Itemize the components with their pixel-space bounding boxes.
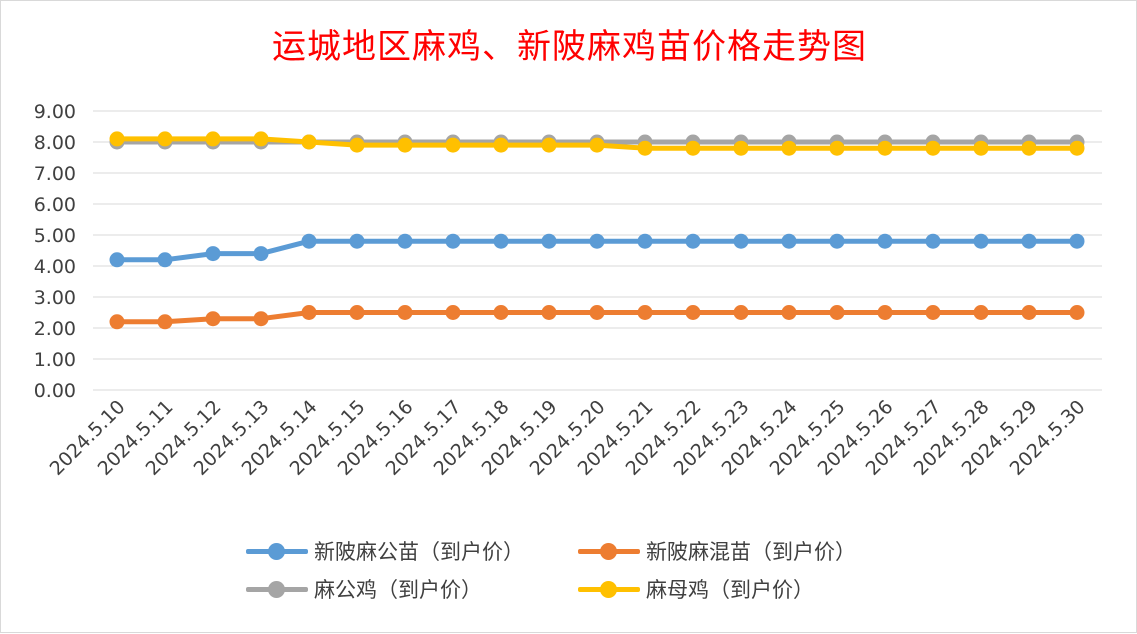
data-point	[445, 233, 461, 249]
data-point	[637, 140, 653, 156]
data-point	[1021, 305, 1037, 320]
data-point	[877, 140, 893, 156]
series-lines	[109, 131, 1085, 330]
data-point	[1021, 140, 1037, 156]
data-point	[1021, 233, 1037, 249]
data-point	[493, 305, 509, 320]
data-point	[493, 233, 509, 249]
data-point	[781, 233, 797, 249]
y-tick-label: 7.00	[34, 163, 76, 185]
data-point	[781, 140, 797, 156]
y-tick-label: 8.00	[34, 132, 76, 154]
legend-label-series-0: 新陂麻公苗（到户价）	[314, 540, 524, 564]
data-point	[349, 305, 365, 320]
data-point	[445, 305, 461, 320]
data-point	[1069, 305, 1085, 320]
data-point	[733, 233, 749, 249]
y-tick-label: 9.00	[34, 101, 76, 123]
data-point	[829, 233, 845, 249]
data-point	[109, 314, 125, 330]
legend-swatch-series-1	[578, 537, 640, 565]
data-point	[205, 131, 221, 147]
data-point	[397, 233, 413, 249]
y-tick-label: 6.00	[34, 194, 76, 216]
data-point	[925, 233, 941, 249]
data-point	[829, 305, 845, 320]
data-point	[685, 140, 701, 156]
data-point	[301, 233, 317, 249]
legend-swatch-series-2	[246, 575, 308, 603]
legend-swatch-series-0	[246, 537, 308, 565]
data-point	[1069, 140, 1085, 156]
legend-label-series-1: 新陂麻混苗（到户价）	[646, 540, 856, 564]
legend-item-series-3[interactable]: 麻母鸡（到户价）	[578, 575, 926, 603]
data-point	[685, 305, 701, 320]
data-point	[445, 137, 461, 153]
data-point	[541, 305, 557, 320]
data-point	[253, 246, 269, 262]
data-point	[973, 140, 989, 156]
data-point	[877, 305, 893, 320]
data-point	[637, 305, 653, 320]
data-point	[973, 233, 989, 249]
gridlines	[93, 110, 1102, 391]
legend-item-series-0[interactable]: 新陂麻公苗（到户价）	[246, 537, 578, 565]
data-point	[157, 252, 173, 268]
data-point	[253, 131, 269, 147]
x-axis-tick-labels: 2024.5.102024.5.112024.5.122024.5.132024…	[46, 396, 1090, 480]
legend-swatch-series-3	[578, 575, 640, 603]
data-point	[205, 311, 221, 327]
y-tick-label: 4.00	[34, 256, 76, 278]
data-point	[157, 314, 173, 330]
data-point	[109, 252, 125, 268]
data-point	[877, 233, 893, 249]
series-3	[109, 131, 1085, 156]
data-point	[637, 233, 653, 249]
legend-label-series-3: 麻母鸡（到户价）	[646, 578, 814, 602]
data-point	[493, 137, 509, 153]
y-axis-tick-labels: 0.00 1.00 2.00 3.00 4.00 5.00 6.00 7.00 8.00 9.00	[34, 101, 76, 402]
data-point	[589, 305, 605, 320]
data-point	[541, 137, 557, 153]
data-point	[397, 305, 413, 320]
data-point	[541, 233, 557, 249]
data-point	[781, 305, 797, 320]
data-point	[349, 233, 365, 249]
y-tick-label: 0.00	[34, 380, 76, 402]
series-0	[109, 233, 1085, 268]
data-point	[109, 131, 125, 147]
legend: 新陂麻公苗（到户价） 新陂麻混苗（到户价） 麻公鸡（到户价） 麻母鸡（到户价）	[246, 537, 926, 603]
data-point	[829, 140, 845, 156]
data-point	[301, 134, 317, 150]
series-1	[109, 305, 1085, 330]
data-point	[589, 137, 605, 153]
y-tick-label: 5.00	[34, 225, 76, 247]
y-tick-label: 1.00	[34, 349, 76, 371]
data-point	[925, 305, 941, 320]
y-tick-label: 2.00	[34, 318, 76, 340]
chart-title: 运城地区麻鸡、新陂麻鸡苗价格走势图	[272, 27, 867, 67]
data-point	[157, 131, 173, 147]
data-point	[973, 305, 989, 320]
data-point	[397, 137, 413, 153]
data-point	[1069, 233, 1085, 249]
data-point	[685, 233, 701, 249]
legend-item-series-2[interactable]: 麻公鸡（到户价）	[246, 575, 578, 603]
data-point	[733, 305, 749, 320]
data-point	[925, 140, 941, 156]
data-point	[205, 246, 221, 262]
legend-item-series-1[interactable]: 新陂麻混苗（到户价）	[578, 537, 926, 565]
data-point	[733, 140, 749, 156]
data-point	[253, 311, 269, 327]
legend-label-series-2: 麻公鸡（到户价）	[314, 578, 482, 602]
y-tick-label: 3.00	[34, 287, 76, 309]
data-point	[301, 305, 317, 320]
data-point	[349, 137, 365, 153]
data-point	[589, 233, 605, 249]
